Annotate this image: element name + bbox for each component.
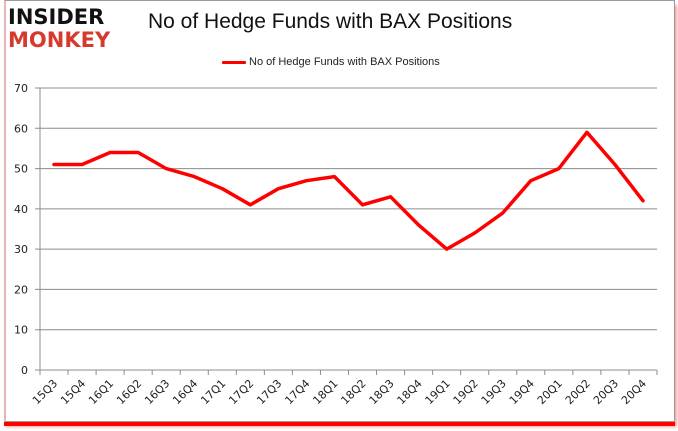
x-tick-label: 16Q1 [86, 377, 116, 407]
x-tick-label: 18Q1 [310, 377, 340, 407]
x-tick-label: 17Q1 [198, 377, 228, 407]
x-tick-label: 20Q3 [591, 377, 621, 407]
x-tick-label: 18Q4 [395, 377, 425, 407]
x-tick-label: 18Q3 [367, 377, 397, 407]
chart-title: No of Hedge Funds with BAX Positions [148, 10, 513, 33]
x-tick-label: 17Q2 [226, 377, 256, 407]
x-tick-label: 20Q2 [563, 377, 593, 407]
x-tick-label: 15Q3 [30, 377, 60, 407]
legend-label: No of Hedge Funds with BAX Positions [249, 56, 440, 68]
insider-monkey-logo: INSIDER MONKEY [8, 6, 128, 56]
chart-legend: No of Hedge Funds with BAX Positions [222, 56, 440, 68]
logo-line-1: INSIDER [8, 5, 105, 29]
y-tick-label: 30 [14, 243, 28, 256]
y-tick-label: 10 [14, 324, 28, 337]
x-tick-label: 17Q4 [282, 377, 312, 407]
x-tick-label: 20Q4 [619, 377, 649, 407]
x-tick-label: 16Q3 [142, 377, 172, 407]
chart-frame [4, 0, 675, 422]
data-series-line [52, 130, 645, 251]
x-tick-label: 20Q1 [535, 377, 565, 407]
x-tick-label: 19Q1 [423, 377, 453, 407]
y-tick-label: 20 [14, 283, 28, 296]
y-tick-label: 60 [14, 122, 28, 135]
x-tick-label: 15Q4 [58, 377, 88, 407]
x-tick-label: 19Q3 [479, 377, 509, 407]
x-tick-label: 17Q3 [254, 377, 284, 407]
y-tick-label: 40 [14, 203, 28, 216]
x-tick-label: 16Q4 [170, 377, 200, 407]
y-tick-label: 50 [14, 163, 28, 176]
x-tick-label: 18Q2 [338, 377, 368, 407]
x-tick-label: 16Q2 [114, 377, 144, 407]
logo-line-2: MONKEY [8, 28, 111, 52]
y-tick-label: 0 [21, 364, 28, 377]
x-tick-label: 19Q4 [507, 377, 537, 407]
x-tick-label: 19Q2 [451, 377, 481, 407]
y-tick-label: 70 [14, 82, 28, 95]
legend-line-swatch-icon [222, 60, 246, 64]
